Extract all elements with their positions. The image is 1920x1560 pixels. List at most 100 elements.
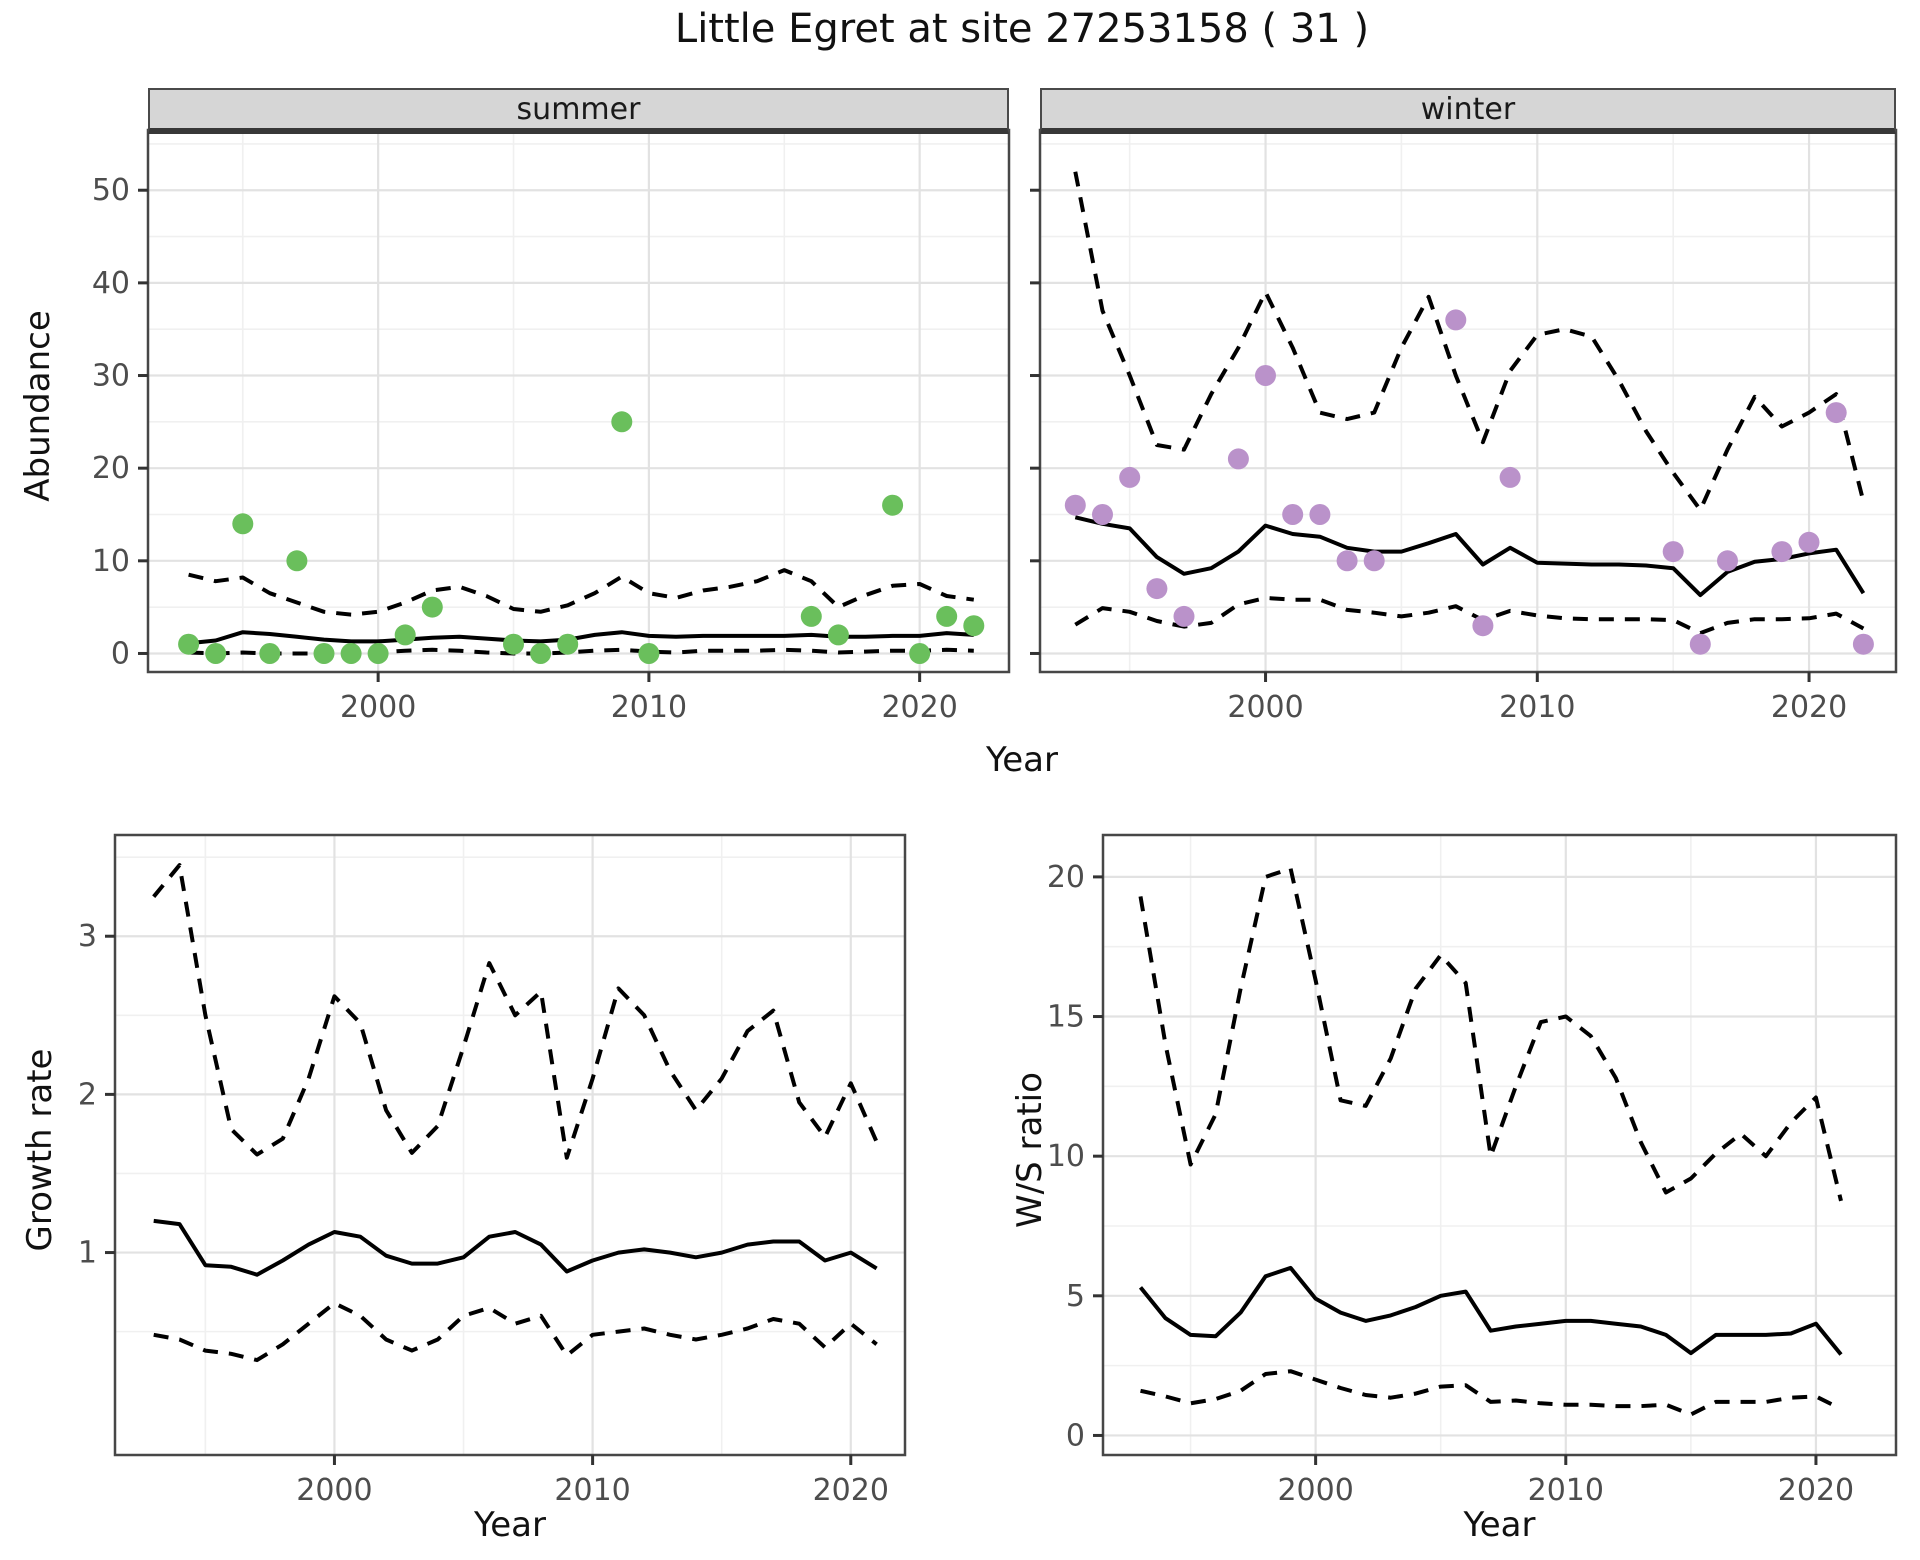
data-point xyxy=(1852,633,1874,655)
x-tick-label: 2010 xyxy=(554,1473,630,1508)
lower-ci-line xyxy=(1140,1369,1842,1417)
data-point xyxy=(936,605,958,627)
gridlines-minor xyxy=(148,130,1009,672)
upper-ci-line xyxy=(1138,866,1843,1202)
facet-strip-summer-label: summer xyxy=(516,91,641,127)
data-point xyxy=(205,643,227,664)
gridlines-major xyxy=(115,835,905,1455)
mean-line xyxy=(153,1218,878,1277)
data-point xyxy=(557,633,579,655)
data-point xyxy=(1309,504,1331,525)
data-point xyxy=(909,643,931,664)
gridlines-minor xyxy=(1040,130,1896,672)
panel-growth-rate: 2000 2010 2020 1 2 3 xyxy=(78,833,907,1508)
y-axis-title-abundance: Abundance xyxy=(18,310,58,502)
data-point xyxy=(232,513,254,535)
y-tick-label: 2 xyxy=(78,1077,97,1112)
data-point xyxy=(1472,615,1494,637)
y-tick-label: 10 xyxy=(92,544,130,579)
data-point xyxy=(394,624,416,646)
data-points xyxy=(1064,309,1874,655)
lower-ci-line xyxy=(153,1301,878,1363)
panel-abundance-winter: 2000 2010 2020 xyxy=(1030,128,1898,725)
y-tick-label: 1 xyxy=(78,1236,97,1271)
data-point xyxy=(1499,466,1521,488)
facet-strip-winter-label: winter xyxy=(1420,91,1516,127)
x-tick-label: 2010 xyxy=(611,690,687,725)
data-point xyxy=(963,615,985,637)
data-point xyxy=(1336,550,1358,572)
y-tick-label: 0 xyxy=(111,636,130,671)
data-point xyxy=(1119,466,1141,488)
data-point xyxy=(827,624,849,646)
lower-ci-line xyxy=(1074,595,1865,636)
x-tick-label: 2010 xyxy=(1499,690,1575,725)
x-tick-label: 2000 xyxy=(1277,1473,1353,1508)
panel-abundance-summer: 2000 2010 2020 0 10 20 30 40 50 xyxy=(92,128,1011,725)
panel-border xyxy=(113,833,907,1457)
facet-strip-winter: winter xyxy=(1040,88,1896,134)
axis-ticks: 2000 2010 2020 1 2 3 xyxy=(78,919,889,1508)
data-point xyxy=(259,643,281,664)
facet-strip-summer: summer xyxy=(148,88,1009,134)
data-point xyxy=(882,494,904,516)
upper-ci-line xyxy=(152,863,879,1160)
data-point xyxy=(1064,494,1086,516)
data-point xyxy=(1282,504,1304,525)
data-point xyxy=(421,596,443,618)
panel-border xyxy=(1101,833,1898,1457)
y-tick-label: 0 xyxy=(1066,1418,1085,1453)
plot-title: Little Egret at site 27253158 ( 31 ) xyxy=(674,6,1370,52)
data-point xyxy=(503,633,524,655)
data-point xyxy=(800,605,822,627)
x-tick-label: 2020 xyxy=(1771,690,1847,725)
y-tick-label: 20 xyxy=(92,451,130,486)
data-point xyxy=(530,643,552,664)
y-tick-label: 5 xyxy=(1066,1279,1085,1314)
data-point xyxy=(1689,633,1711,655)
y-tick-label: 30 xyxy=(92,359,130,394)
y-tick-label: 40 xyxy=(92,266,130,301)
x-tick-label: 2000 xyxy=(340,690,416,725)
y-tick-label: 15 xyxy=(1047,1000,1085,1035)
data-point xyxy=(1363,550,1385,572)
x-tick-label: 2000 xyxy=(296,1473,372,1508)
x-tick-label: 2020 xyxy=(813,1473,889,1508)
data-point xyxy=(313,643,335,664)
data-point xyxy=(1662,541,1684,563)
data-point xyxy=(1825,402,1847,424)
data-point xyxy=(638,643,660,664)
data-point xyxy=(286,550,308,572)
upper-ci-line xyxy=(188,568,975,617)
data-point xyxy=(178,633,200,655)
x-axis-title-year-top: Year xyxy=(986,740,1058,780)
x-axis-title-year-ws: Year xyxy=(1463,1505,1536,1545)
axis-ticks: 2000 2010 2020 xyxy=(1030,188,1847,725)
gridlines-major xyxy=(1040,130,1896,672)
data-point xyxy=(1255,365,1276,386)
data-point xyxy=(611,411,633,433)
x-tick-label: 2020 xyxy=(881,690,957,725)
mean-line xyxy=(1138,1265,1843,1356)
x-tick-label: 2000 xyxy=(1227,690,1303,725)
data-point xyxy=(1445,309,1467,331)
series-lines xyxy=(152,863,879,1363)
data-point xyxy=(1227,448,1249,470)
data-point xyxy=(1173,605,1195,627)
data-point xyxy=(1771,541,1793,563)
x-tick-label: 2020 xyxy=(1778,1473,1854,1508)
data-point xyxy=(367,643,389,664)
y-tick-label: 3 xyxy=(78,919,97,954)
y-tick-label: 10 xyxy=(1047,1139,1085,1174)
y-tick-label: 20 xyxy=(1047,860,1085,895)
data-point xyxy=(1717,550,1738,572)
x-tick-label: 2010 xyxy=(1528,1473,1604,1508)
x-axis-title-year-growth: Year xyxy=(474,1505,546,1545)
data-point xyxy=(1092,504,1113,525)
data-points xyxy=(178,411,985,664)
y-tick-label: 50 xyxy=(92,173,130,208)
y-axis-title-growth-rate: Growth rate xyxy=(20,1048,60,1252)
panel-ws-ratio: 2000 2010 2020 0 5 10 15 20 xyxy=(1047,833,1898,1508)
